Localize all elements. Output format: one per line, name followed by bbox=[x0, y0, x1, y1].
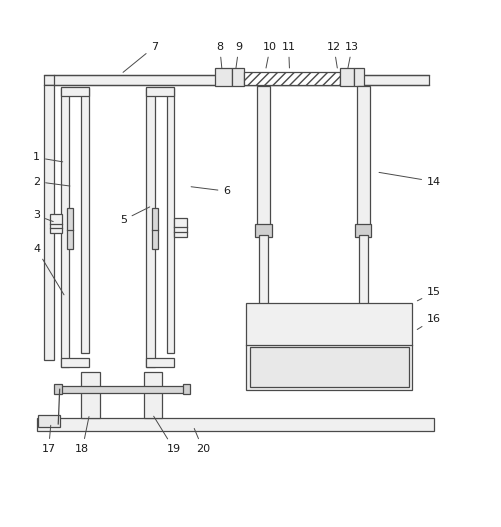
Bar bbox=[54, 385, 62, 394]
Text: 12: 12 bbox=[326, 42, 340, 68]
Bar bbox=[354, 223, 371, 237]
Bar bbox=[44, 75, 428, 85]
Text: 18: 18 bbox=[75, 416, 89, 454]
Bar bbox=[259, 235, 268, 305]
Text: 15: 15 bbox=[416, 287, 440, 301]
Bar bbox=[152, 208, 158, 249]
Bar bbox=[146, 87, 174, 96]
Bar bbox=[67, 208, 73, 249]
Bar bbox=[44, 85, 54, 360]
Bar bbox=[257, 86, 269, 225]
Bar bbox=[61, 87, 89, 96]
Bar bbox=[61, 358, 89, 367]
Bar bbox=[245, 303, 412, 390]
Text: 5: 5 bbox=[120, 207, 149, 225]
Text: 6: 6 bbox=[191, 186, 230, 196]
Text: 3: 3 bbox=[33, 210, 53, 221]
Bar bbox=[81, 372, 100, 418]
Bar bbox=[182, 385, 190, 394]
Bar bbox=[38, 415, 60, 427]
Text: 10: 10 bbox=[263, 42, 277, 68]
Text: 2: 2 bbox=[33, 177, 70, 187]
Bar bbox=[146, 358, 174, 367]
Text: 1: 1 bbox=[33, 152, 63, 162]
Bar bbox=[358, 235, 367, 305]
Bar bbox=[173, 218, 187, 237]
Text: 9: 9 bbox=[235, 42, 242, 68]
Text: 7: 7 bbox=[123, 42, 158, 72]
Text: 16: 16 bbox=[416, 314, 440, 329]
Bar bbox=[243, 72, 340, 85]
Text: 20: 20 bbox=[194, 428, 209, 454]
Bar bbox=[214, 68, 231, 86]
Bar bbox=[57, 386, 186, 393]
Bar bbox=[146, 87, 154, 367]
Text: 4: 4 bbox=[33, 244, 64, 295]
Text: 8: 8 bbox=[216, 42, 223, 68]
Text: 14: 14 bbox=[378, 172, 440, 187]
Text: 17: 17 bbox=[42, 425, 56, 454]
Bar bbox=[356, 86, 369, 225]
Bar bbox=[37, 418, 433, 431]
Bar bbox=[50, 214, 62, 233]
Bar bbox=[166, 87, 174, 353]
Text: 13: 13 bbox=[345, 42, 359, 68]
Text: 11: 11 bbox=[281, 42, 295, 68]
Bar bbox=[144, 372, 162, 418]
Text: 19: 19 bbox=[153, 416, 180, 454]
Bar bbox=[81, 87, 89, 353]
Bar bbox=[340, 68, 353, 86]
Bar bbox=[231, 68, 243, 86]
Bar bbox=[255, 223, 271, 237]
Bar bbox=[61, 87, 69, 367]
Bar bbox=[249, 347, 408, 387]
Bar bbox=[353, 68, 364, 86]
